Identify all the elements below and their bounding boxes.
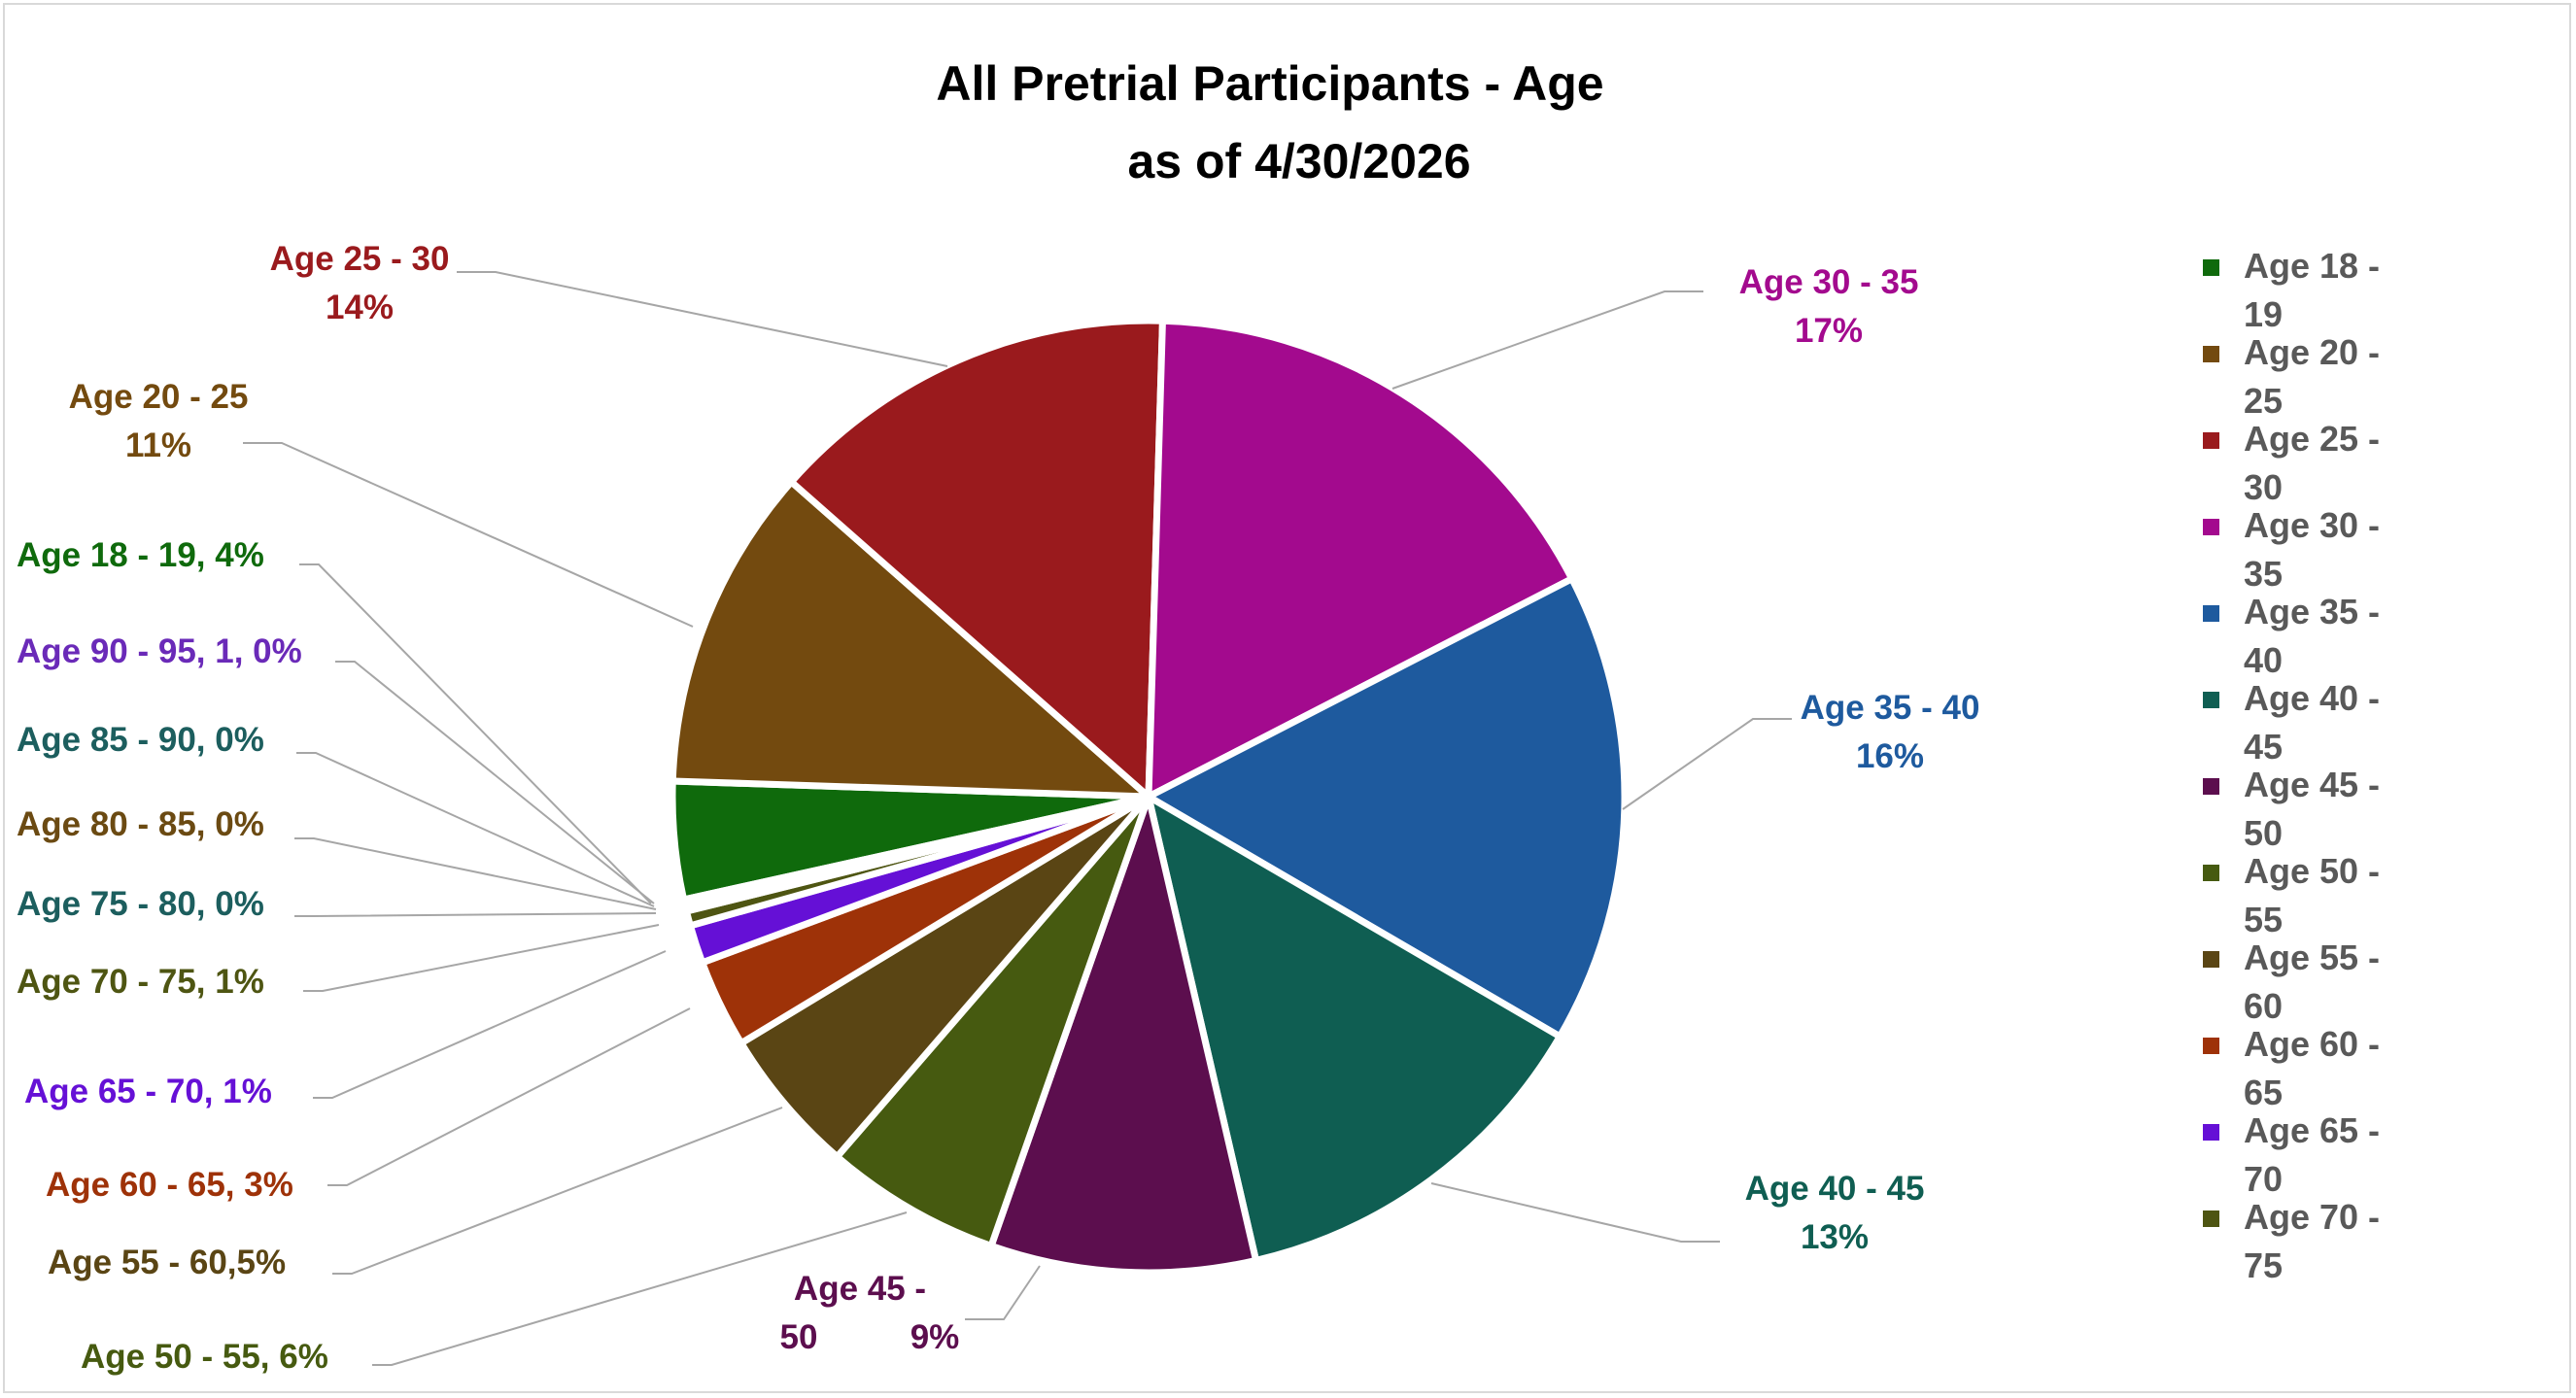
legend-label-age-40-45-line-0: Age 40 - xyxy=(2244,678,2380,718)
leader-line-age-65-70 xyxy=(313,950,667,1099)
legend-label-age-20-25-line-0: Age 20 - xyxy=(2244,332,2380,372)
legend-label-age-25-30-line-1: 30 xyxy=(2244,467,2283,507)
leader-line-age-25-30 xyxy=(457,271,948,367)
data-label-age-45-50-part-1: 50 xyxy=(780,1318,818,1356)
legend-label-age-18-19-line-0: Age 18 - xyxy=(2244,246,2380,286)
legend-swatch-age-50-55 xyxy=(2203,865,2219,881)
legend-swatch-age-45-50 xyxy=(2203,778,2219,795)
legend-label-age-30-35-line-0: Age 30 - xyxy=(2244,505,2380,545)
leader-line-age-50-55 xyxy=(372,1211,908,1366)
legend-label-age-65-70-line-1: 70 xyxy=(2244,1159,2283,1199)
legend-label-age-25-30-line-0: Age 25 - xyxy=(2244,419,2380,459)
legend-label-age-50-55-line-0: Age 50 - xyxy=(2244,851,2380,891)
data-label-age-45-50-part-2: 9% xyxy=(910,1318,960,1356)
data-label-age-80-85: Age 80 - 85, 0% xyxy=(17,805,264,843)
leader-line-age-40-45 xyxy=(1430,1182,1720,1243)
leader-line-age-75-80 xyxy=(294,912,657,917)
data-label-age-70-75: Age 70 - 75, 1% xyxy=(17,963,264,1001)
legend-label-age-35-40-line-0: Age 35 - xyxy=(2244,592,2380,631)
leader-line-age-18-19 xyxy=(299,563,652,904)
data-label-age-35-40-line-0: Age 35 - 40 xyxy=(1801,689,1980,727)
leader-line-age-90-95 xyxy=(335,661,655,904)
legend-label-age-18-19-line-1: 19 xyxy=(2244,294,2283,334)
legend-label-age-60-65-line-1: 65 xyxy=(2244,1073,2283,1112)
legend-swatch-age-70-75 xyxy=(2203,1210,2219,1227)
legend-label-age-65-70-line-0: Age 65 - xyxy=(2244,1110,2380,1150)
data-label-age-65-70: Age 65 - 70, 1% xyxy=(24,1073,272,1110)
legend-swatch-age-25-30 xyxy=(2203,432,2219,449)
data-label-age-40-45-line-0: Age 40 - 45 xyxy=(1745,1170,1925,1208)
leader-line-age-45-50 xyxy=(965,1265,1041,1320)
pie-slice-age-50-55 xyxy=(833,793,1152,1249)
pie-slice-age-40-45 xyxy=(1145,793,1563,1264)
legend-swatch-age-18-19 xyxy=(2203,259,2219,276)
pie-slice-age-20-25 xyxy=(669,478,1152,801)
legend-label-age-55-60-line-0: Age 55 - xyxy=(2244,938,2380,977)
data-label-age-20-25-line-1: 11% xyxy=(125,426,191,464)
data-label-age-75-80: Age 75 - 80, 0% xyxy=(17,885,264,923)
legend-label-age-20-25-line-1: 25 xyxy=(2244,381,2283,421)
leader-line-age-35-40 xyxy=(1622,718,1792,810)
data-label-age-40-45-line-1: 13% xyxy=(1801,1218,1869,1256)
legend-label-age-70-75-line-0: Age 70 - xyxy=(2244,1197,2380,1237)
legend-label-age-45-50-line-0: Age 45 - xyxy=(2244,765,2380,804)
data-label-age-50-55: Age 50 - 55, 6% xyxy=(81,1338,328,1376)
pie-slice-age-90-95 xyxy=(680,793,1152,906)
leader-line-age-80-85 xyxy=(294,837,657,910)
legend-label-age-60-65-line-0: Age 60 - xyxy=(2244,1024,2380,1064)
legend-label-age-45-50-line-1: 50 xyxy=(2244,813,2283,853)
legend-label-age-40-45-line-1: 45 xyxy=(2244,727,2283,767)
chart-title: All Pretrial Participants - Age xyxy=(936,56,1603,111)
data-labels: Age 18 - 19, 4% Age 20 - 25 11% Age 25 - 30… xyxy=(17,240,1979,1376)
chart-frame: All Pretrial Participants - Age as of 4/… xyxy=(3,3,2571,1393)
legend-label-age-30-35-line-1: 35 xyxy=(2244,554,2283,594)
legend-label-age-50-55-line-1: 55 xyxy=(2244,900,2283,939)
legend-swatch-age-30-35 xyxy=(2203,519,2219,535)
legend-swatch-age-55-60 xyxy=(2203,951,2219,968)
legend-swatch-age-40-45 xyxy=(2203,692,2219,708)
leader-line-age-85-90 xyxy=(296,752,655,907)
legend-label-age-70-75-line-1: 75 xyxy=(2244,1245,2283,1285)
data-label-age-30-35-line-1: 17% xyxy=(1795,312,1863,350)
data-label-age-90-95: Age 90 - 95, 1, 0% xyxy=(17,632,302,670)
leader-line-age-60-65 xyxy=(327,1007,691,1186)
leader-lines xyxy=(243,271,1792,1366)
data-label-age-60-65: Age 60 - 65, 3% xyxy=(46,1166,293,1204)
data-label-age-35-40-line-1: 16% xyxy=(1856,737,1924,775)
legend-swatch-age-60-65 xyxy=(2203,1038,2219,1054)
data-label-age-30-35-line-0: Age 30 - 35 xyxy=(1739,263,1919,301)
data-label-age-55-60: Age 55 - 60,5% xyxy=(48,1244,286,1281)
data-label-age-25-30-line-1: 14% xyxy=(326,289,394,326)
leader-line-age-30-35 xyxy=(1391,290,1703,390)
data-label-age-85-90: Age 85 - 90, 0% xyxy=(17,721,264,759)
pie-slice-age-30-35 xyxy=(1145,317,1576,801)
data-label-age-18-19: Age 18 - 19, 4% xyxy=(17,536,264,574)
pie-slice-age-45-50 xyxy=(987,793,1260,1277)
legend-swatch-age-20-25 xyxy=(2203,346,2219,362)
data-label-age-45-50-part-0: Age 45 - xyxy=(794,1270,926,1308)
data-label-age-20-25-line-0: Age 20 - 25 xyxy=(69,378,249,416)
pie-slice-age-25-30 xyxy=(787,317,1166,801)
legend-swatch-age-65-70 xyxy=(2203,1124,2219,1141)
leader-line-age-20-25 xyxy=(243,442,694,628)
legend-label-age-35-40-line-1: 40 xyxy=(2244,640,2283,680)
legend-label-age-55-60-line-1: 60 xyxy=(2244,986,2283,1026)
chart-subtitle: as of 4/30/2026 xyxy=(1127,134,1470,188)
leader-line-age-70-75 xyxy=(303,924,660,992)
data-label-age-25-30-line-0: Age 25 - 30 xyxy=(270,240,450,278)
pie-slices xyxy=(669,317,1629,1277)
legend-swatch-age-35-40 xyxy=(2203,605,2219,622)
leader-line-age-55-60 xyxy=(332,1107,783,1275)
pie-chart: All Pretrial Participants - Age as of 4/… xyxy=(17,56,2380,1376)
